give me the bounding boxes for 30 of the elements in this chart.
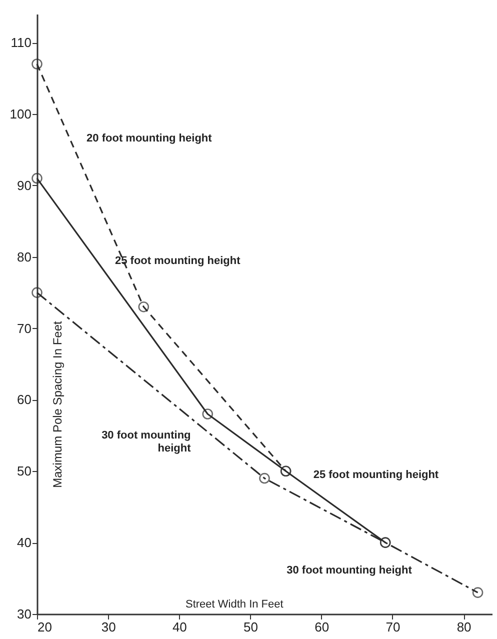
x-tick-label: 80	[456, 620, 472, 634]
x-tick-label: 50	[244, 620, 258, 634]
y-tick-label: 40	[17, 535, 32, 550]
y-tick-label: 110	[10, 35, 32, 50]
point	[32, 58, 42, 70]
x-tick-label: 60	[314, 620, 330, 634]
y-tick-label: 50	[17, 464, 32, 479]
annotation: 25 foot mounting height	[313, 469, 439, 482]
point	[259, 472, 270, 484]
y-tick-label: 90	[17, 178, 32, 193]
x-tick-label: 30	[101, 620, 116, 634]
y-tick-label: 30	[17, 606, 32, 622]
y-tick-label: 70	[17, 320, 32, 336]
y-tick-label: 100	[10, 106, 32, 122]
point	[32, 172, 42, 184]
annotation: 30 foot mounting height	[102, 430, 192, 455]
y-axis-title: Maximum Pole Spacing In Feet	[50, 320, 64, 488]
y-tick-label: 60	[17, 392, 32, 408]
point	[202, 408, 214, 420]
point	[32, 287, 42, 298]
x-axis-title: Street Width In Feet	[186, 598, 284, 610]
point	[138, 301, 150, 312]
annotation: 20 foot mounting height	[86, 132, 212, 145]
x-tick-label: 70	[386, 620, 400, 634]
annotation: 30 foot mounting height	[286, 564, 412, 577]
x-tick-label: 40	[172, 620, 187, 634]
point	[472, 587, 484, 598]
y-tick-label: 80	[17, 249, 32, 264]
x-tick-label: 20	[38, 620, 52, 634]
annotation: 25 foot mounting height	[114, 254, 241, 267]
